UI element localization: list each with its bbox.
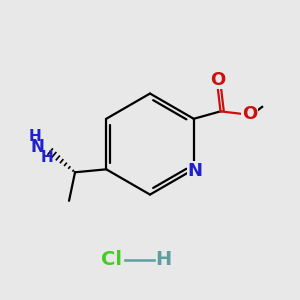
Text: H: H	[155, 250, 172, 269]
Text: H: H	[28, 129, 41, 144]
Text: O: O	[242, 105, 257, 123]
Text: N: N	[188, 162, 203, 180]
Text: O: O	[210, 70, 225, 88]
Text: N: N	[31, 138, 45, 156]
Text: H: H	[40, 150, 53, 165]
Text: Cl: Cl	[101, 250, 122, 269]
